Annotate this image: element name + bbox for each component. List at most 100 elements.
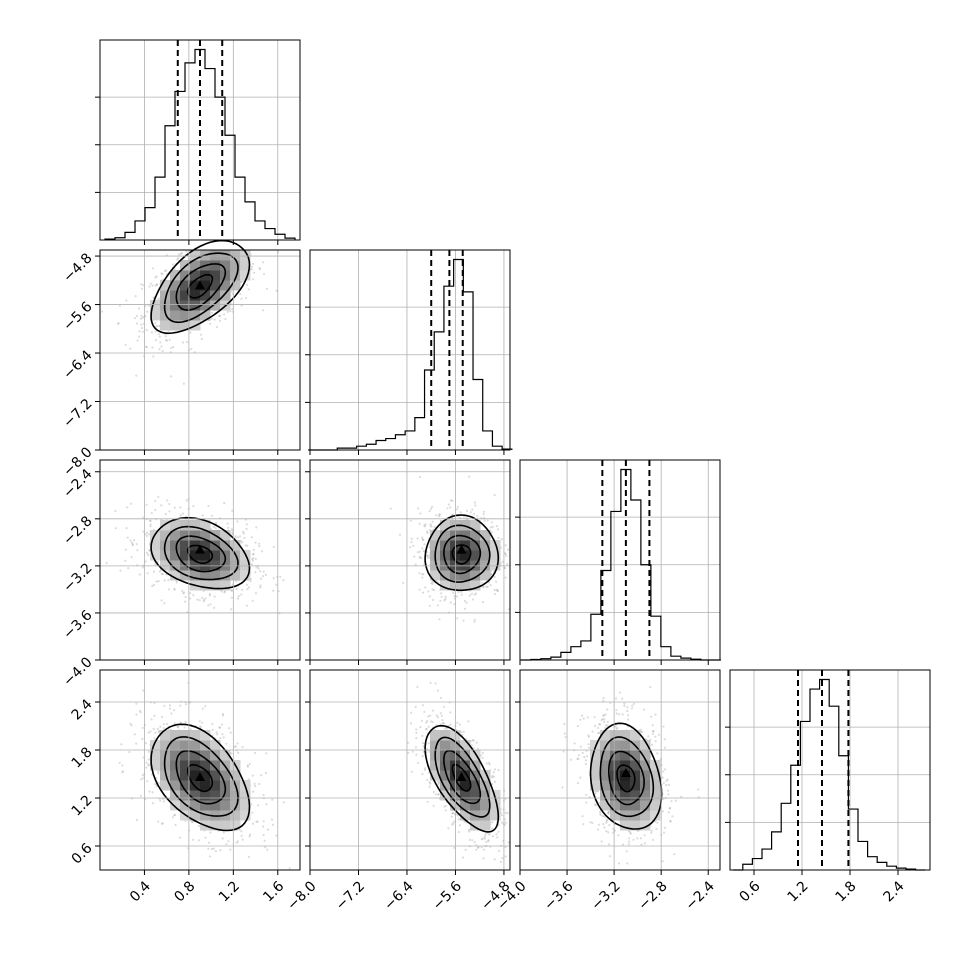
sample-point bbox=[501, 857, 504, 860]
density-cell bbox=[150, 750, 161, 761]
density-cell bbox=[190, 560, 201, 571]
density-cell bbox=[210, 740, 221, 751]
density-cell bbox=[170, 550, 181, 561]
density-cell bbox=[210, 260, 221, 271]
sample-point bbox=[430, 582, 433, 585]
panel-frame bbox=[729, 669, 931, 871]
sample-point bbox=[145, 345, 148, 348]
sample-point bbox=[242, 532, 245, 535]
sample-point bbox=[481, 586, 484, 589]
sample-point bbox=[476, 515, 479, 518]
sample-point bbox=[177, 257, 180, 260]
sample-point bbox=[142, 566, 145, 569]
grid-lines bbox=[100, 460, 300, 661]
sample-point bbox=[500, 821, 503, 824]
sample-point bbox=[429, 782, 432, 785]
density-cell bbox=[240, 270, 251, 281]
sample-point bbox=[444, 809, 447, 812]
sample-point bbox=[482, 510, 486, 513]
sample-point bbox=[588, 746, 591, 750]
sample-point bbox=[179, 721, 182, 724]
sample-point bbox=[263, 272, 266, 276]
sample-point bbox=[252, 553, 255, 556]
sample-point bbox=[135, 818, 139, 822]
sample-point bbox=[415, 731, 418, 735]
sample-point bbox=[426, 554, 429, 557]
sample-point bbox=[230, 752, 233, 755]
density-cell bbox=[230, 810, 241, 821]
density-cell bbox=[170, 760, 181, 771]
sample-point bbox=[426, 800, 429, 803]
contour-level-2 bbox=[163, 736, 239, 817]
sample-point bbox=[218, 726, 221, 729]
sample-point bbox=[240, 297, 243, 300]
sample-point bbox=[159, 341, 162, 344]
sample-point bbox=[166, 499, 169, 502]
density-cell bbox=[230, 260, 241, 271]
density-cell bbox=[220, 800, 231, 811]
sample-point bbox=[420, 719, 423, 723]
sample-point bbox=[145, 310, 149, 313]
sample-point bbox=[208, 593, 211, 596]
density-cell bbox=[240, 250, 251, 261]
sample-point bbox=[262, 833, 265, 837]
sample-point bbox=[160, 599, 163, 602]
sample-point bbox=[656, 752, 659, 755]
sample-point bbox=[485, 762, 488, 765]
sample-point bbox=[148, 790, 151, 793]
density-cell bbox=[210, 800, 221, 811]
density-cell bbox=[200, 730, 211, 741]
density-cell bbox=[470, 520, 481, 531]
sample-point bbox=[431, 582, 434, 586]
sample-point bbox=[230, 608, 233, 611]
sample-point bbox=[161, 822, 164, 825]
density-cell bbox=[210, 290, 221, 301]
sample-point bbox=[101, 310, 104, 313]
sample-point bbox=[506, 811, 509, 814]
sample-point bbox=[114, 527, 117, 530]
density-cell bbox=[460, 740, 471, 751]
density-cell bbox=[210, 760, 221, 771]
sample-point bbox=[211, 722, 214, 726]
density-cell bbox=[180, 290, 191, 301]
sample-point bbox=[140, 314, 143, 317]
sample-point bbox=[260, 774, 263, 777]
sample-point bbox=[253, 751, 256, 755]
sample-point bbox=[262, 570, 265, 573]
density-cell bbox=[180, 310, 191, 321]
sample-point bbox=[159, 725, 162, 729]
sample-point bbox=[129, 722, 132, 726]
density-cell bbox=[440, 530, 451, 541]
sample-point bbox=[164, 512, 167, 516]
density-cell bbox=[200, 520, 211, 531]
sample-point bbox=[496, 589, 499, 592]
density-panel-2-0 bbox=[95, 459, 301, 665]
density-cell bbox=[240, 260, 251, 271]
sample-point bbox=[266, 828, 270, 831]
sample-point bbox=[148, 519, 152, 522]
sample-point bbox=[429, 714, 432, 717]
density-cell bbox=[240, 800, 251, 811]
sample-point bbox=[121, 770, 125, 773]
sample-point bbox=[241, 746, 244, 749]
sample-point bbox=[504, 811, 507, 815]
sample-point bbox=[457, 590, 460, 594]
sample-point bbox=[173, 506, 176, 509]
panel-frame bbox=[309, 459, 511, 661]
sample-point bbox=[413, 555, 416, 558]
density-cell bbox=[460, 550, 471, 561]
sample-point bbox=[245, 523, 248, 526]
sample-point bbox=[421, 573, 424, 576]
density-cell bbox=[190, 730, 201, 741]
sample-point bbox=[423, 525, 426, 528]
density-cell bbox=[180, 730, 191, 741]
density-cell bbox=[480, 800, 491, 811]
sample-point bbox=[213, 318, 216, 321]
sample-point bbox=[212, 847, 215, 850]
sample-point bbox=[428, 604, 431, 607]
sample-point bbox=[411, 750, 414, 753]
sample-point bbox=[424, 523, 427, 526]
sample-point bbox=[247, 288, 250, 291]
density-cell bbox=[200, 800, 211, 811]
sample-point bbox=[160, 345, 163, 348]
